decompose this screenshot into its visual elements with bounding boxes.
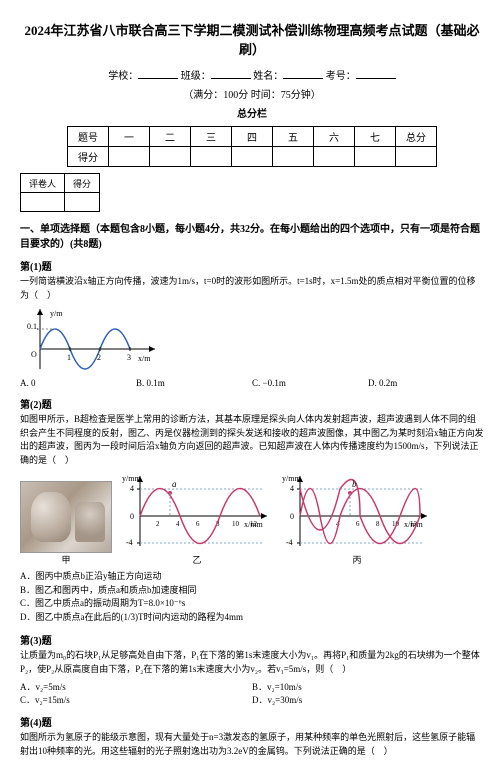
school-blank [138, 66, 178, 79]
svg-text:0: 0 [290, 512, 294, 521]
score-table: 题号 一 二 三 四 五 六 七 总分 得分 [67, 126, 437, 167]
q1-text: 一列简谐横波沿x轴正方向传播，波速为1m/s，t=0时的波形如图所示。t=1s时… [20, 275, 484, 302]
svg-text:4: 4 [130, 484, 134, 493]
svg-text:10: 10 [232, 520, 240, 528]
marker-col1: 评卷人 [21, 174, 65, 193]
q2-fig-yi: y/mm x/mm 4 0 -4 2 4 6 8 10 12 a 乙 [122, 471, 272, 566]
td-blank [314, 147, 355, 167]
score-table-header: 题号 一 二 三 四 五 六 七 总分 [68, 127, 437, 147]
q3-optC: C．v₂=15m/s [20, 693, 252, 706]
q1-wave-diagram: y/m x/m 0.1 O 1 2 3 [20, 304, 160, 374]
origin: O [31, 350, 37, 359]
q2-fig-bing: y/mm x/mm 4 0 -4 4 6 8 10 12 b 丙 [282, 471, 432, 566]
th-6: 六 [314, 127, 355, 147]
svg-text:2: 2 [156, 520, 160, 528]
q3-text: 让质量为m₀的石块P₁从足够高处自由下落，P₁在下落的第1s末速度大小为v₁。再… [20, 649, 484, 676]
ultrasound-photo [20, 481, 112, 553]
q1-optC: C. −0.1m [252, 378, 368, 388]
marker-col2: 得分 [65, 174, 100, 193]
svg-text:y/mm: y/mm [122, 474, 141, 483]
wave-bing: y/mm x/mm 4 0 -4 4 6 8 10 12 b [282, 471, 432, 551]
q2-label: 第(2)题 [20, 396, 484, 411]
q1-optB: B. 0.1m [136, 378, 252, 388]
class-label: 班级： [181, 71, 211, 82]
q3-optB: B．v₂=10m/s [252, 680, 484, 693]
q4-label: 第(4)题 [20, 714, 484, 729]
info-line: 学校： 班级： 姓名： 考号： [20, 66, 484, 82]
svg-text:0: 0 [130, 512, 134, 521]
th-7: 七 [355, 127, 396, 147]
svg-text:12: 12 [250, 520, 258, 528]
th-1: 一 [109, 127, 150, 147]
x-axis-label: x/m [138, 354, 151, 363]
marker-blank [65, 193, 100, 212]
td-blank [273, 147, 314, 167]
td-blank [191, 147, 232, 167]
svg-text:y/mm: y/mm [282, 474, 301, 483]
svg-text:4: 4 [290, 484, 294, 493]
name-blank [283, 66, 323, 79]
q3-label: 第(3)题 [20, 632, 484, 647]
y-tick: 0.1 [27, 322, 37, 331]
x-tick-3: 3 [127, 353, 131, 362]
q4-text: 如图所示为氢原子的能级示意图，现有大量处于n=3激发态的氢原子，用某种频率的单色… [20, 731, 484, 758]
q3-optA: A．v₂=5m/s [20, 680, 252, 693]
examno-label: 考号： [326, 71, 356, 82]
page-title: 2024年江苏省八市联合高三下学期二模测试补偿训练物理高频考点试题（基础必刷） [20, 20, 484, 58]
section1-heading: 一、单项选择题（本题包含8小题，每小题4分，共32分。在每小题给出的四个选项中，… [20, 220, 484, 250]
q2-optC: C．图乙中质点a的振动周期为T=8.0×10⁻⁶s [20, 597, 484, 611]
school-label: 学校： [108, 71, 138, 82]
score-bar-title: 总分栏 [20, 105, 484, 120]
q2-optA: A．图丙中质点b正沿y轴正方向运动 [20, 570, 484, 584]
q3-optD: D．v₂=30m/s [252, 693, 484, 706]
svg-text:-4: -4 [286, 538, 293, 547]
td-blank [355, 147, 396, 167]
svg-text:-4: -4 [126, 538, 133, 547]
caption-bing: 丙 [282, 553, 432, 566]
th-total: 总分 [396, 127, 437, 147]
q2-text: 如图甲所示，B超检查是医学上常用的诊断方法，其基本原理是探头向人体内发射超声波，… [20, 413, 484, 467]
examno-blank [356, 66, 396, 79]
td-blank [109, 147, 150, 167]
y-axis-label: y/m [50, 309, 63, 318]
th-2: 二 [150, 127, 191, 147]
svg-text:4: 4 [176, 520, 180, 528]
svg-text:a: a [172, 479, 177, 489]
th-qnum: 题号 [68, 127, 109, 147]
name-label: 姓名： [253, 71, 283, 82]
th-5: 五 [273, 127, 314, 147]
q1-options: A. 0 B. 0.1m C. −0.1m D. 0.2m [20, 378, 484, 388]
caption-jia: 甲 [20, 553, 112, 566]
q1-optD: D. 0.2m [368, 378, 484, 388]
svg-text:6: 6 [356, 520, 360, 528]
class-blank [211, 66, 251, 79]
score-table-row: 得分 [68, 147, 437, 167]
x-tick-2: 2 [97, 353, 101, 362]
q2-optD: D．图乙中质点a在此后的(1/3)T时间内运动的路程为4mm [20, 611, 484, 625]
td-score-label: 得分 [68, 147, 109, 167]
marker-blank [21, 193, 65, 212]
marker-table: 评卷人 得分 [20, 173, 100, 212]
caption-yi: 乙 [122, 553, 272, 566]
q3-options: A．v₂=5m/s B．v₂=10m/s C．v₂=15m/s D．v₂=30m… [20, 680, 484, 706]
q1-label: 第(1)题 [20, 258, 484, 273]
q2-options: A．图丙中质点b正沿y轴正方向运动 B．图乙和图丙中，质点a和质点b加速度相同 … [20, 570, 484, 624]
td-blank [150, 147, 191, 167]
svg-text:8: 8 [376, 520, 380, 528]
td-blank [396, 147, 437, 167]
wave-yi: y/mm x/mm 4 0 -4 2 4 6 8 10 12 a [122, 471, 272, 551]
th-4: 四 [232, 127, 273, 147]
q2-optB: B．图乙和图丙中，质点a和质点b加速度相同 [20, 584, 484, 598]
th-3: 三 [191, 127, 232, 147]
q2-figures: 甲 y/mm x/mm 4 0 -4 2 4 6 8 10 12 a [20, 471, 484, 566]
q1-optA: A. 0 [20, 378, 136, 388]
exam-meta: （满分：100分 时间：75分钟） [20, 86, 484, 101]
svg-text:6: 6 [196, 520, 200, 528]
td-blank [232, 147, 273, 167]
x-tick-1: 1 [67, 353, 71, 362]
q2-fig-jia: 甲 [20, 481, 112, 566]
svg-text:b: b [352, 479, 357, 489]
